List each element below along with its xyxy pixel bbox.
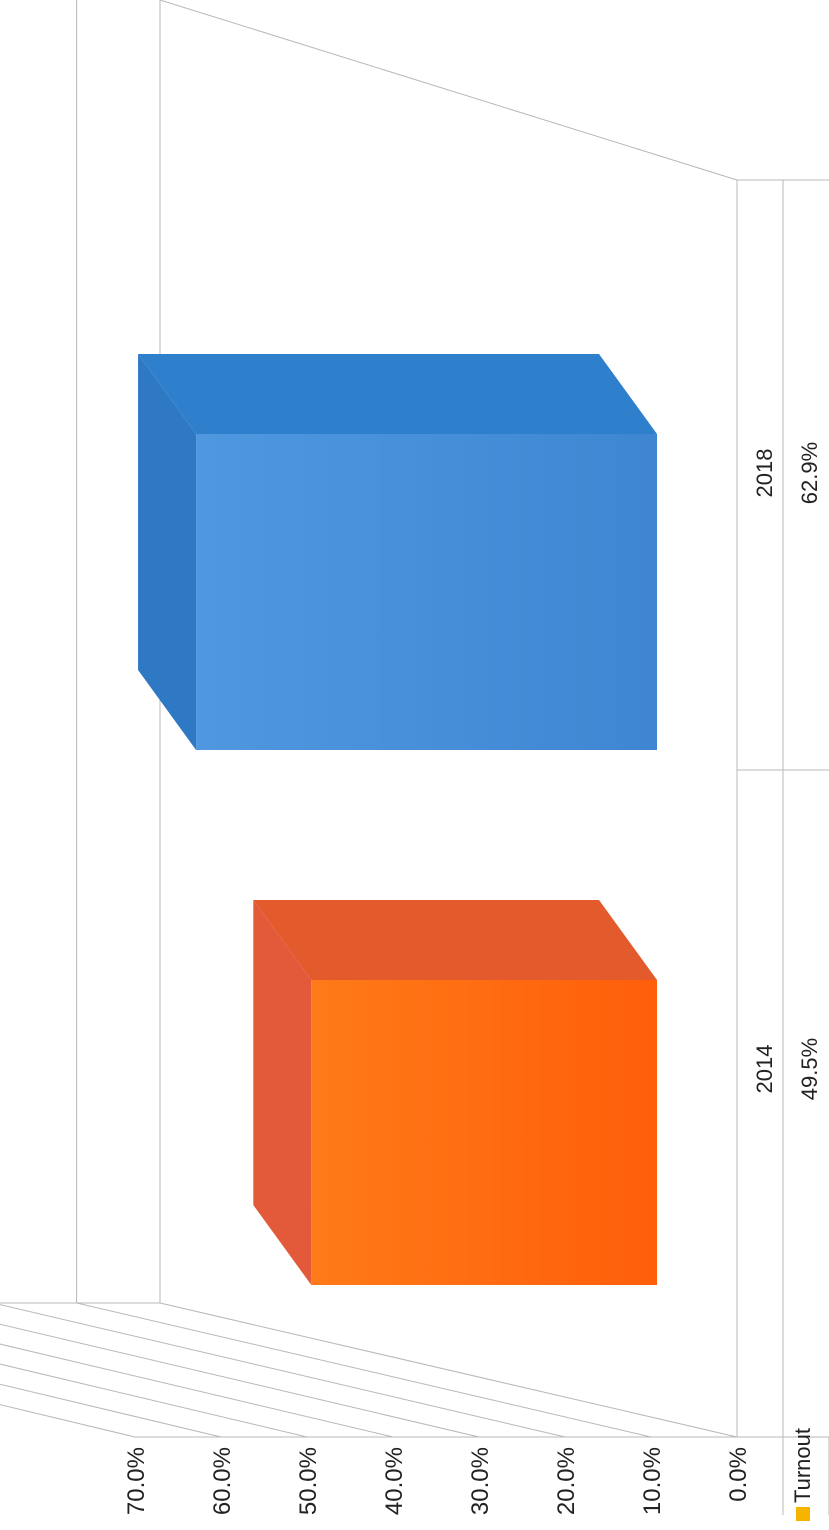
table-value-2014: 49.5%: [797, 1038, 822, 1100]
y-tick-label: 10.0%: [639, 1447, 666, 1515]
y-tick-label: 30.0%: [467, 1447, 494, 1515]
side-wall-gridline: [0, 1302, 566, 1438]
bar-2014: [253, 900, 657, 1285]
bar-front-face: [196, 434, 657, 750]
side-wall-gridline: [0, 1302, 222, 1438]
legend-key-turnout: [796, 1507, 810, 1521]
side-wall-gridline: [0, 1302, 308, 1438]
floor-right-edge: [159, 0, 738, 181]
labels-layer: 0.0% 10.0% 20.0% 30.0% 40.0% 50.0% 60.0% 70.0%: [123, 1447, 752, 1515]
side-wall-gridline: [0, 1302, 480, 1438]
bar-top-face: [138, 354, 197, 750]
bar-side-face: [253, 900, 657, 980]
bar-front-face: [311, 980, 657, 1285]
bar-2018: [138, 354, 657, 750]
grid-layer: [0, 0, 738, 1438]
y-tick-label: 50.0%: [295, 1447, 322, 1515]
y-tick-label: 0.0%: [725, 1447, 752, 1502]
side-wall-gridline: [0, 1302, 394, 1438]
y-tick-label: 40.0%: [381, 1447, 408, 1515]
bar-side-face: [138, 354, 657, 434]
y-tick-label: 70.0%: [123, 1447, 150, 1515]
data-table: Turnout 2014 49.5% 2018 62.9%: [737, 179, 829, 1521]
bars-layer: [138, 354, 657, 1285]
table-category-2014: 2014: [752, 1045, 777, 1094]
side-wall-gridline: [159, 1302, 738, 1438]
side-wall-gridline: [76, 1302, 652, 1438]
bar-top-face: [253, 900, 312, 1285]
table-value-2018: 62.9%: [797, 442, 822, 504]
side-wall-gridline: [0, 1302, 136, 1438]
table-category-2018: 2018: [752, 449, 777, 498]
y-tick-label: 60.0%: [209, 1447, 236, 1515]
y-tick-label: 20.0%: [553, 1447, 580, 1515]
legend-label-turnout: Turnout: [790, 1428, 815, 1503]
